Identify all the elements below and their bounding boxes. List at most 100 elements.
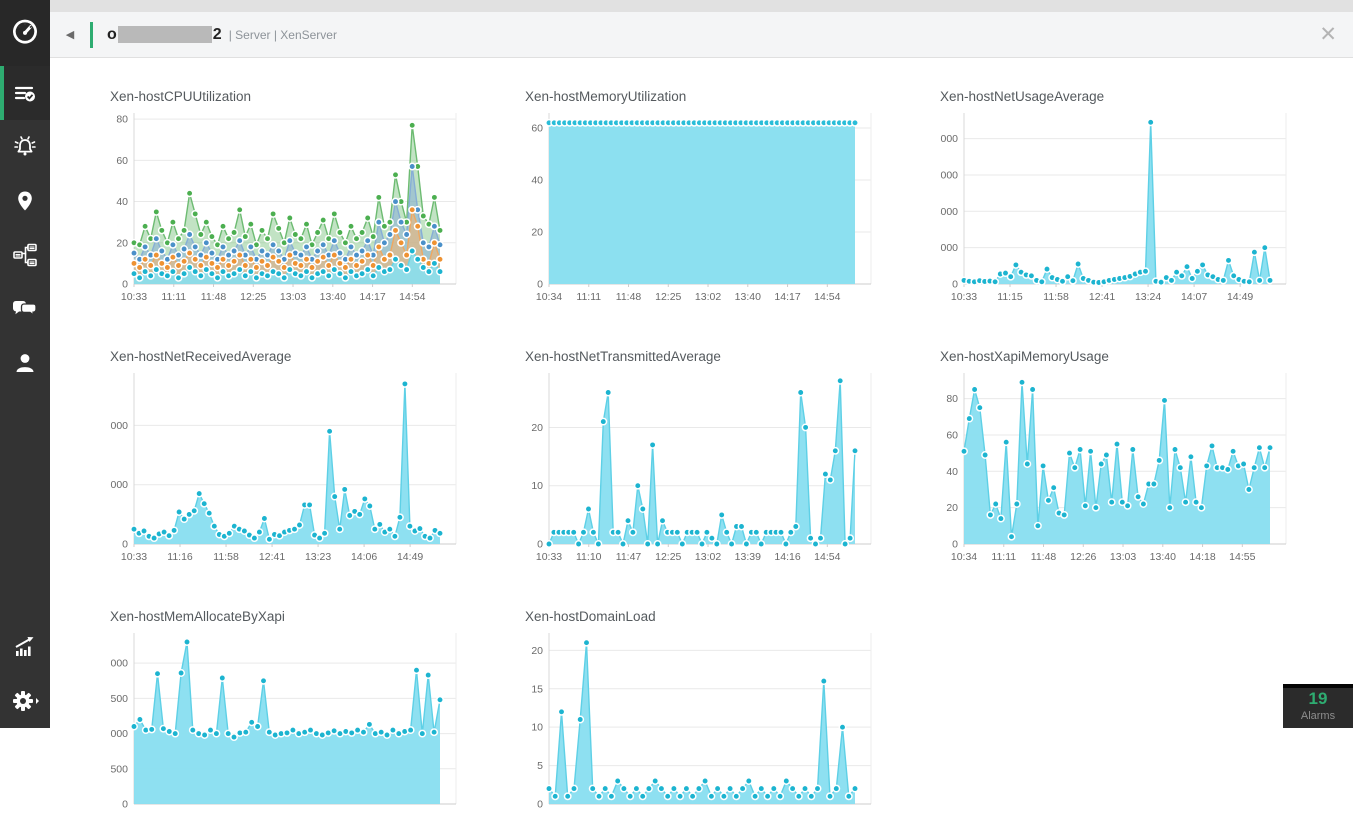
svg-text:10:33: 10:33	[121, 291, 147, 303]
svg-text:11:11: 11:11	[161, 291, 186, 303]
svg-text:0: 0	[537, 279, 543, 291]
svg-text:10:33: 10:33	[536, 551, 562, 563]
svg-text:11:11: 11:11	[576, 291, 601, 303]
back-button[interactable]: ◀	[50, 28, 90, 41]
svg-text:14:54: 14:54	[399, 291, 425, 303]
chart-growth-icon	[11, 633, 39, 661]
device-title: o 2	[107, 26, 222, 44]
svg-text:14:54: 14:54	[814, 551, 840, 563]
svg-text:2000: 2000	[110, 420, 128, 432]
svg-text:1000: 1000	[110, 479, 128, 491]
svg-text:60: 60	[116, 155, 128, 167]
app-logo[interactable]	[0, 0, 50, 66]
svg-text:11:16: 11:16	[167, 551, 193, 563]
chart-mem-allocate: Xen-hostMemAllocateByXapi 05001000150020…	[110, 609, 470, 823]
chart-net-usage: Xen-hostNetUsageAverage 0200040006000800…	[940, 89, 1300, 303]
svg-text:11:10: 11:10	[576, 551, 602, 563]
svg-text:13:02: 13:02	[695, 551, 721, 563]
sidebar-item-reports[interactable]	[0, 620, 50, 674]
svg-text:14:55: 14:55	[1229, 551, 1255, 563]
chart-plot: 0200040006000800010:3311:1511:5812:4113:…	[940, 111, 1300, 303]
svg-text:11:48: 11:48	[1031, 551, 1057, 563]
sidebar-spacer	[0, 390, 50, 620]
svg-text:12:25: 12:25	[655, 551, 681, 563]
svg-text:13:40: 13:40	[735, 291, 761, 303]
close-icon[interactable]: ✕	[1319, 24, 1337, 45]
chart-title: Xen-hostNetReceivedAverage	[110, 349, 470, 371]
svg-text:40: 40	[946, 466, 958, 478]
svg-text:12:41: 12:41	[259, 551, 285, 563]
svg-text:20: 20	[531, 645, 543, 657]
svg-text:11:48: 11:48	[616, 291, 642, 303]
svg-text:2000: 2000	[940, 242, 958, 254]
sidebar	[0, 0, 50, 728]
svg-text:14:17: 14:17	[774, 291, 800, 303]
svg-text:0: 0	[537, 799, 543, 811]
svg-text:12:26: 12:26	[1070, 551, 1096, 563]
sidebar-item-maps[interactable]	[0, 174, 50, 228]
svg-text:14:49: 14:49	[1227, 291, 1253, 303]
svg-text:12:25: 12:25	[655, 291, 681, 303]
sidebar-item-alarms[interactable]	[0, 120, 50, 174]
svg-text:15: 15	[531, 683, 543, 695]
svg-text:20: 20	[116, 237, 128, 249]
title-accent-bar	[90, 22, 93, 48]
gear-icon	[10, 687, 40, 715]
svg-text:13:24: 13:24	[1135, 291, 1161, 303]
chart-title: Xen-hostNetTransmittedAverage	[525, 349, 885, 371]
top-strip	[50, 0, 1353, 12]
svg-text:0: 0	[952, 279, 958, 291]
location-pin-icon	[13, 189, 37, 213]
sidebar-item-chat[interactable]	[0, 282, 50, 336]
svg-text:10:34: 10:34	[951, 551, 977, 563]
svg-text:14:06: 14:06	[351, 551, 377, 563]
svg-text:60: 60	[531, 123, 543, 135]
network-topology-icon	[11, 241, 39, 269]
svg-text:10:34: 10:34	[536, 291, 562, 303]
svg-text:0: 0	[122, 799, 128, 811]
svg-text:0: 0	[122, 279, 128, 291]
alarms-badge[interactable]: 19 Alarms	[1283, 684, 1353, 728]
svg-text:14:49: 14:49	[397, 551, 423, 563]
svg-text:11:48: 11:48	[201, 291, 227, 303]
svg-text:13:40: 13:40	[1150, 551, 1176, 563]
chart-plot: 01000200010:3311:1611:5812:4113:2314:061…	[110, 371, 470, 563]
svg-text:11:15: 11:15	[997, 291, 1023, 303]
svg-text:4000: 4000	[940, 206, 958, 218]
sidebar-item-topology[interactable]	[0, 228, 50, 282]
svg-text:1500: 1500	[110, 693, 128, 705]
svg-text:6000: 6000	[940, 169, 958, 181]
svg-text:80: 80	[116, 114, 128, 126]
chart-net-received: Xen-hostNetReceivedAverage 01000200010:3…	[110, 349, 470, 563]
sidebar-item-user[interactable]	[0, 336, 50, 390]
svg-text:13:40: 13:40	[320, 291, 346, 303]
svg-text:14:16: 14:16	[774, 551, 800, 563]
list-check-icon	[12, 80, 38, 106]
svg-text:40: 40	[531, 175, 543, 187]
svg-text:12:41: 12:41	[1089, 291, 1115, 303]
svg-text:0: 0	[537, 539, 543, 551]
breadcrumb: | Server | XenServer	[229, 28, 337, 42]
svg-text:14:17: 14:17	[359, 291, 385, 303]
svg-text:20: 20	[531, 227, 543, 239]
gauge-icon	[10, 16, 40, 51]
page-header: ◀ o 2 | Server | XenServer ✕	[50, 12, 1353, 58]
chart-title: Xen-hostMemAllocateByXapi	[110, 609, 470, 631]
sidebar-item-inventory[interactable]	[0, 66, 50, 120]
sidebar-item-settings[interactable]	[0, 674, 50, 728]
svg-text:13:03: 13:03	[1110, 551, 1136, 563]
svg-text:10:33: 10:33	[951, 291, 977, 303]
svg-text:500: 500	[110, 763, 128, 775]
svg-text:10: 10	[531, 480, 543, 492]
alarms-label: Alarms	[1283, 710, 1353, 722]
svg-text:11:58: 11:58	[213, 551, 239, 563]
svg-text:14:54: 14:54	[814, 291, 840, 303]
